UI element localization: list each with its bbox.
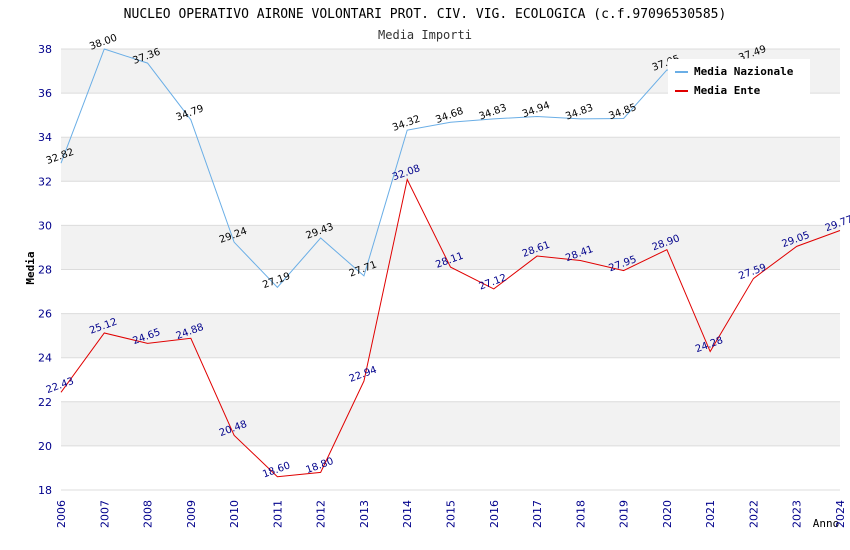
data-label-media-ente: 18.60 <box>261 460 292 480</box>
x-tick-label: 2012 <box>315 500 328 528</box>
legend-label-media-ente: Media Ente <box>694 84 761 97</box>
y-tick-label: 26 <box>38 308 52 321</box>
legend: Media Nazionale Media Ente <box>668 59 810 97</box>
y-tick-label: 36 <box>38 87 52 100</box>
data-label-media-nazionale: 34.85 <box>607 102 638 122</box>
x-tick-label: 2011 <box>271 500 284 528</box>
data-label-media-ente: 18.80 <box>304 456 335 476</box>
x-tick-label: 2023 <box>791 500 804 528</box>
x-tick-label: 2008 <box>142 500 155 528</box>
x-tick-label: 2007 <box>98 500 111 528</box>
x-tick-label: 2006 <box>55 500 68 528</box>
legend-box <box>668 59 810 97</box>
x-tick-label: 2015 <box>445 500 458 528</box>
x-tick-label: 2018 <box>574 500 587 528</box>
grid-band <box>61 137 840 182</box>
x-tick-label: 2020 <box>661 500 674 528</box>
series-line-media-nazionale <box>60 48 754 289</box>
y-tick-label: 24 <box>38 352 52 365</box>
y-tick-label: 32 <box>38 175 52 188</box>
y-tick-label: 34 <box>38 131 52 144</box>
data-label-media-nazionale: 34.83 <box>478 102 509 122</box>
data-label-media-ente: 22.43 <box>45 376 76 396</box>
data-label-media-ente: 27.12 <box>478 272 509 292</box>
chart-title: NUCLEO OPERATIVO AIRONE VOLONTARI PROT. … <box>124 7 727 22</box>
x-tick-label: 2024 <box>834 500 847 528</box>
y-axis-label: Media <box>24 251 37 284</box>
x-tick-label: 2016 <box>488 500 501 528</box>
y-tick-label: 28 <box>38 264 52 277</box>
x-tick-label: 2017 <box>531 500 544 528</box>
x-tick-labels: 2006 2007 2008 2009 2010 2011 2012 2013 2014 2015… <box>55 500 847 528</box>
series-lines <box>60 48 841 478</box>
grid-band <box>61 225 840 270</box>
x-tick-label: 2022 <box>747 500 760 528</box>
y-tick-label: 22 <box>38 396 52 409</box>
x-tick-label: 2019 <box>618 500 631 528</box>
plot-background-bands <box>61 49 840 446</box>
grid-band <box>61 401 840 446</box>
data-label-media-nazionale: 34.32 <box>391 114 422 134</box>
x-tick-label: 2014 <box>401 500 414 528</box>
x-tick-label: 2021 <box>704 500 717 528</box>
y-tick-label: 20 <box>38 440 52 453</box>
legend-label-media-nazionale: Media Nazionale <box>694 65 794 78</box>
y-tick-label: 18 <box>38 484 52 497</box>
x-tick-label: 2009 <box>185 500 198 528</box>
x-tick-label: 2013 <box>358 500 371 528</box>
data-label-media-nazionale: 27.19 <box>261 271 292 291</box>
x-axis-label: Anno <box>813 517 840 530</box>
x-tick-label: 2010 <box>228 500 241 528</box>
gridlines <box>61 48 840 491</box>
y-tick-label: 30 <box>38 219 52 232</box>
data-label-media-nazionale: 34.68 <box>434 106 465 126</box>
series-line-media-ente <box>60 178 841 478</box>
y-tick-label: 38 <box>38 43 52 56</box>
data-label-media-nazionale: 34.83 <box>564 102 595 122</box>
data-label-media-nazionale: 34.79 <box>175 103 206 123</box>
chart-subtitle: Media Importi <box>378 28 472 42</box>
y-tick-labels: 18 20 22 24 26 28 30 32 34 36 38 <box>38 43 52 497</box>
